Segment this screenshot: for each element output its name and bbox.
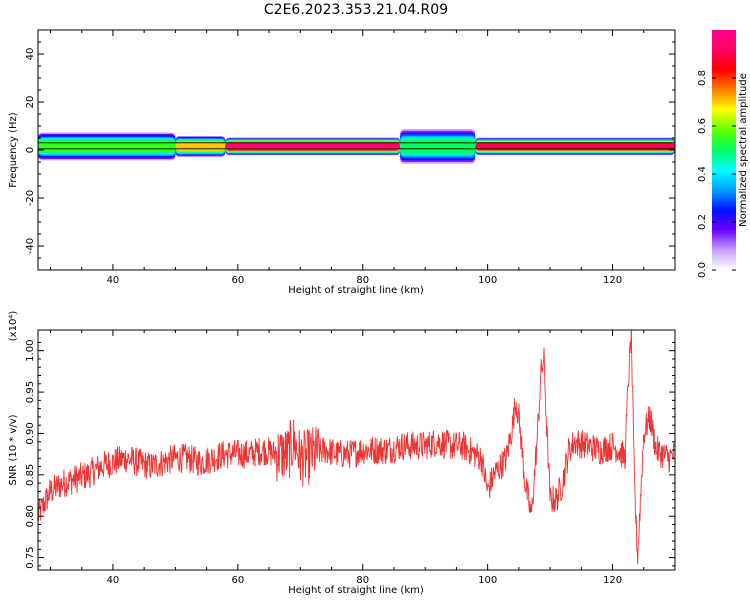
x-tick-label: 80 (356, 275, 369, 286)
y-tick-label: 0.80 (25, 505, 36, 527)
x-tick-label: 40 (107, 575, 120, 586)
x-tick-label: 100 (478, 575, 497, 586)
heatmap-cell (175, 142, 226, 151)
snr-ylabel: SNR (10 * v/v) (8, 414, 19, 485)
colorbar: 0.0 0.2 0.4 0.6 0.8 Normalized spectral ampl… (697, 30, 749, 278)
figure-title: C2E6.2023.353.21.04.R09 (264, 2, 448, 18)
heatmap-cell (225, 142, 401, 150)
colorbar-tick-label: 0.0 (697, 262, 708, 278)
colorbar-tick-label: 0.2 (697, 214, 708, 230)
snr-multiplier: (x10⁴) (8, 311, 19, 342)
y-tick-label: 40 (25, 48, 36, 61)
y-tick-label: 0.95 (25, 381, 36, 403)
x-tick-label: 100 (478, 275, 497, 286)
heatmap-cell (475, 142, 675, 150)
snr-ticks: 40 60 80 100 120 0.75 0.80 0.85 0.90 0.95 1.00 (25, 330, 676, 586)
y-tick-label: 1.00 (25, 340, 36, 362)
y-tick-label: 0 (25, 147, 36, 153)
x-tick-label: 40 (107, 275, 120, 286)
spectrogram-panel: 40 60 80 100 120 -40 -20 0 20 40 Height of straig… (8, 29, 676, 296)
heatmap-cell (400, 139, 476, 154)
heatmap-cell (38, 140, 176, 153)
snr-xlabel: Height of straight line (km) (288, 585, 424, 596)
colorbar-gradient (712, 30, 736, 270)
y-tick-label: -40 (25, 238, 36, 254)
x-tick-label: 60 (231, 575, 244, 586)
x-tick-label: 120 (603, 275, 622, 286)
y-tick-label: 0.90 (25, 422, 36, 444)
x-tick-label: 120 (603, 575, 622, 586)
colorbar-tick-label: 0.6 (697, 118, 708, 134)
x-tick-label: 80 (356, 575, 369, 586)
x-tick-label: 60 (231, 275, 244, 286)
y-tick-label: 0.85 (25, 464, 36, 486)
spectrogram-heatmap (38, 129, 675, 164)
y-tick-label: 0.75 (25, 546, 36, 568)
colorbar-label: Normalized spectral amplitude (738, 73, 749, 227)
spectrogram-ticks: 40 60 80 100 120 -40 -20 0 20 40 (25, 29, 676, 286)
y-tick-label: 20 (25, 96, 36, 109)
colorbar-ticks: 0.0 0.2 0.4 0.6 0.8 (697, 70, 736, 278)
spectrogram-xlabel: Height of straight line (km) (288, 285, 424, 296)
colorbar-tick-label: 0.4 (697, 166, 708, 182)
snr-series-line (38, 330, 675, 565)
snr-background (38, 330, 675, 570)
spectrogram-ylabel: Frequency (Hz) (8, 112, 19, 188)
colorbar-tick-label: 0.8 (697, 70, 708, 86)
y-tick-label: -20 (25, 190, 36, 206)
snr-panel: 40 60 80 100 120 0.75 0.80 0.85 0.90 0.95 1.00 Hei… (8, 311, 676, 596)
